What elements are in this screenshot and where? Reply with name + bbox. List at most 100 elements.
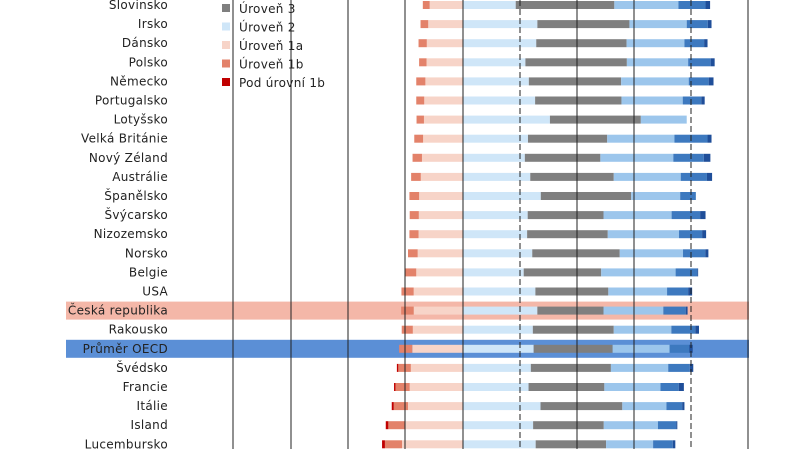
bar-italie-l5 (666, 402, 683, 411)
bar-prumer-oecd-l1a (412, 344, 463, 353)
bar-irsko-l6 (707, 20, 712, 29)
bar-dansko-l4 (626, 39, 685, 48)
bar-velka-britanie-l3 (527, 134, 608, 143)
bar-polsko-l3 (525, 58, 627, 67)
country-label: Austrálie (112, 170, 168, 184)
bar-ceska-republika-l2 (463, 306, 538, 315)
bar-nizozemsko-l2 (463, 230, 528, 239)
bar-prumer-oecd-l5 (669, 344, 690, 353)
bar-novy-zeland-l4 (600, 153, 674, 162)
bar-nizozemsko-l6 (702, 230, 707, 239)
bar-dansko-l2 (463, 39, 537, 48)
bar-island-l1b (388, 421, 405, 430)
bar-island-l3 (533, 421, 604, 430)
bar-norsko-l5 (683, 249, 706, 258)
bar-rakousko-l1b (401, 325, 413, 334)
bar-belgie-l4 (601, 268, 676, 277)
bar-svycarsko-l6 (700, 211, 706, 220)
bar-francie-below1b (394, 383, 396, 391)
bar-nemecko-l1a (425, 77, 463, 86)
bar-island-l4 (603, 421, 658, 430)
bar-usa-l2 (463, 287, 536, 296)
bar-norsko-l2 (463, 249, 533, 258)
bar-nizozemsko-l3 (527, 230, 608, 239)
bar-svycarsko-l1b (409, 211, 419, 220)
bar-portugalsko-l6 (701, 96, 705, 105)
bar-spanelsko-l2 (463, 192, 541, 200)
bar-polsko-l1b (419, 58, 427, 67)
bar-francie-l1a (409, 383, 463, 391)
bar-lucembursko-l5 (653, 440, 673, 449)
bar-usa-l5 (667, 287, 689, 296)
bar-australie-l3 (530, 172, 614, 181)
bar-portugalsko-l4 (621, 96, 683, 105)
country-label: Portugalsko (95, 94, 168, 108)
bar-ceska-republika-l1b (401, 306, 414, 315)
bar-prumer-oecd-l2 (463, 344, 534, 353)
country-label: Polsko (129, 55, 168, 69)
bar-spanelsko-l5 (680, 192, 696, 200)
bar-velka-britanie-l1b (414, 134, 424, 143)
bar-novy-zeland-l1b (412, 153, 422, 162)
bar-slovinsko-l1a (429, 1, 463, 9)
bar-usa-l3 (535, 287, 609, 296)
bar-irsko-l5 (686, 20, 708, 29)
bar-italie-below1b (391, 402, 394, 411)
bar-slovinsko-l2 (463, 1, 516, 9)
bar-francie-l2 (463, 383, 529, 391)
country-label: Nový Zéland (89, 151, 168, 165)
bar-prumer-oecd-l6 (689, 344, 693, 353)
legend-label-l1b: Úroveň 1b (239, 57, 304, 72)
bar-francie-l3 (528, 383, 605, 391)
bar-nizozemsko-l1a (418, 230, 463, 239)
bar-portugalsko-l2 (463, 96, 536, 105)
bar-svycarsko-l5 (671, 211, 701, 220)
bar-francie-l4 (604, 383, 661, 391)
bar-svycarsko-l2 (463, 211, 528, 220)
bar-italie-l3 (540, 402, 623, 411)
bar-italie-l1b (393, 402, 408, 411)
bar-rakousko-l1a (412, 325, 463, 334)
bar-belgie-l3 (523, 268, 602, 277)
bar-italie-l4 (622, 402, 667, 411)
country-label: Island (130, 418, 168, 432)
bar-spanelsko-l1b (409, 192, 420, 200)
bar-dansko-l3 (536, 39, 627, 48)
country-label: Slovinsko (109, 0, 168, 12)
stacked-bars (382, 1, 715, 449)
bar-novy-zeland-l5 (673, 153, 704, 162)
bar-lucembursko-l1b (384, 440, 403, 449)
bar-portugalsko-l1a (424, 96, 463, 105)
bar-nemecko-l5 (688, 77, 709, 86)
bar-portugalsko-l1b (416, 96, 425, 105)
bar-dansko-l1b (418, 39, 427, 48)
bar-irsko-l1b (420, 20, 429, 29)
bar-nemecko-l4 (621, 77, 689, 86)
bar-irsko-l3 (537, 20, 630, 29)
bar-australie-l5 (680, 172, 707, 181)
bar-dansko-l5 (684, 39, 705, 48)
legend-swatch-l1b (222, 59, 230, 68)
bar-island-l2 (463, 421, 534, 430)
bar-ceska-republika-l1a (413, 306, 463, 315)
country-label: Francie (123, 380, 168, 394)
legend-label-l3: Úroveň 3 (239, 1, 296, 16)
bar-lucembursko-l4 (606, 440, 654, 449)
bar-svedsko-l1a (410, 363, 463, 372)
bar-novy-zeland-l1a (421, 153, 463, 162)
bar-irsko-l1a (428, 20, 463, 29)
bar-ceska-republika-l4 (603, 306, 664, 315)
bar-irsko-l2 (463, 20, 538, 29)
bar-spanelsko-l1a (419, 192, 463, 200)
bar-australie-l6 (706, 172, 713, 181)
bar-svedsko-l5 (668, 363, 690, 372)
bar-polsko-l1a (426, 58, 463, 67)
bar-slovinsko-l3 (515, 1, 615, 9)
legend-swatch-l3 (222, 4, 230, 12)
bar-portugalsko-l5 (682, 96, 702, 105)
bar-australie-l1a (420, 172, 463, 181)
bar-prumer-oecd-l3 (533, 344, 613, 353)
country-label: Švýcarsko (104, 207, 168, 222)
bar-spanelsko-l4 (631, 192, 681, 200)
